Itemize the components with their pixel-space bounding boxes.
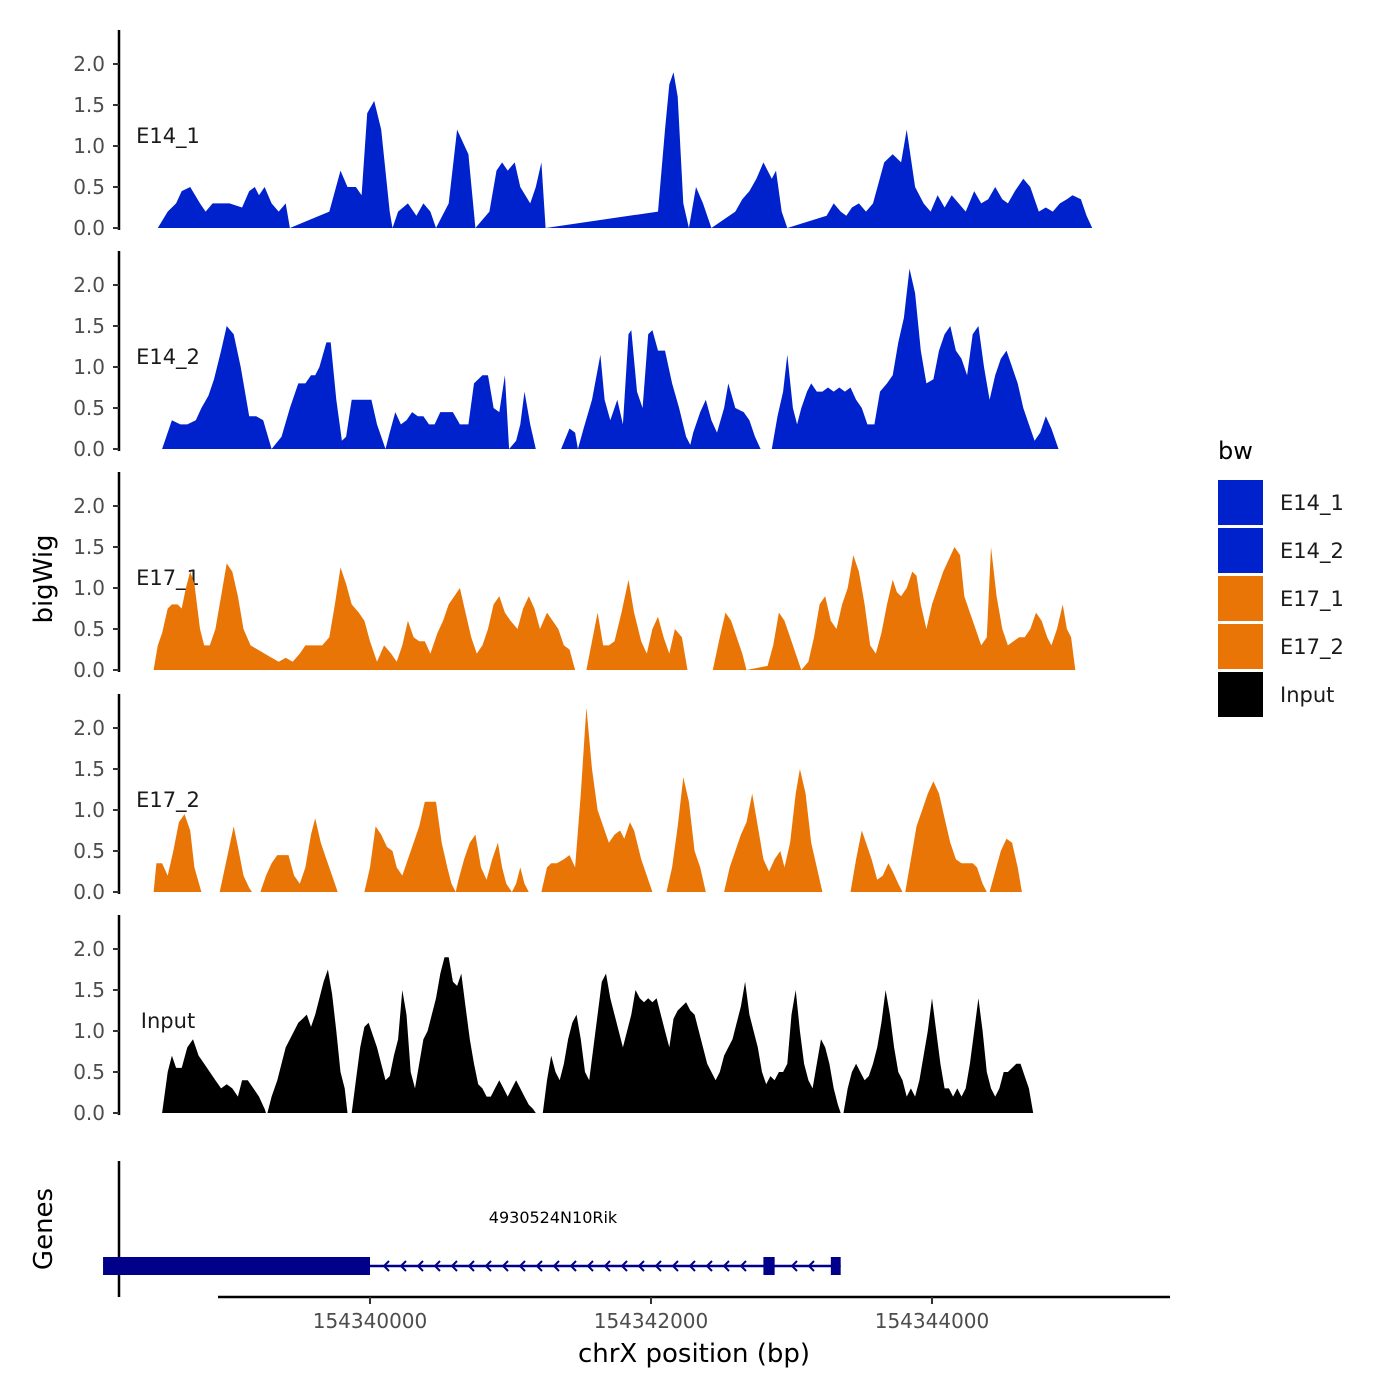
y-tick-label: 1.0 [73,134,105,158]
strand-arrow [467,1260,475,1272]
strand-arrow [739,1260,747,1272]
y-tick-label: 2.0 [73,273,105,297]
track-Input: 0.0 0.5 1.0 1.5 2.0 Input [73,915,1034,1125]
gene-exon [103,1257,371,1275]
y-tick-label: 1.5 [73,978,105,1002]
strand-arrow [654,1260,662,1272]
strand-arrow [620,1260,628,1272]
strand-arrow [416,1260,424,1272]
track-E14_2: 0.0 0.5 1.0 1.5 2.0 E14_2 [73,251,1059,461]
y-tick-label: 1.0 [73,798,105,822]
legend-label: E17_2 [1280,635,1344,660]
genes-axis-title: Genes [29,1188,59,1270]
strand-arrow [790,1260,798,1272]
legend-label: Input [1280,683,1334,707]
track-label: Input [141,1009,195,1033]
coverage-area [162,957,1034,1113]
y-tick-label: 2.0 [73,494,105,518]
strand-arrow [688,1260,696,1272]
track-label: E17_2 [136,788,200,813]
strand-arrow [535,1260,543,1272]
strand-arrow [552,1260,560,1272]
legend-entry: E17_2 [1218,624,1344,669]
strand-arrow [518,1260,526,1272]
legend-swatch [1218,528,1263,573]
y-tick-label: 0.0 [73,1101,105,1125]
legend-label: E14_2 [1280,539,1344,564]
x-axis-title: chrX position (bp) [578,1339,810,1369]
y-tick-label: 0.5 [73,839,105,863]
y-tick-label: 0.0 [73,216,105,240]
x-tick-label: 154342000 [594,1309,709,1333]
y-tick-label: 1.5 [73,93,105,117]
gene-exon [763,1257,775,1275]
gene-label: 4930524N10Rik [489,1208,618,1227]
y-tick-label: 0.0 [73,658,105,682]
coverage-area [157,72,1093,228]
track-label: E14_1 [136,124,200,149]
y-tick-label: 0.5 [73,396,105,420]
x-axis: 154340000 154342000 154344000 [218,1295,1170,1333]
y-tick-label: 1.5 [73,314,105,338]
legend-label: E14_1 [1280,491,1344,516]
y-tick-label: 1.0 [73,1019,105,1043]
track-label: E14_2 [136,345,200,370]
legend-entry: E14_1 [1218,480,1344,525]
strand-arrow [586,1260,594,1272]
legend-swatch [1218,576,1263,621]
y-tick-label: 2.0 [73,52,105,76]
legend-swatch [1218,480,1263,525]
strand-arrow [722,1260,730,1272]
strand-arrow [382,1260,390,1272]
strand-arrow [671,1260,679,1272]
y-tick-label: 2.0 [73,937,105,961]
track-E17_2: 0.0 0.5 1.0 1.5 2.0 E17_2 [73,694,1022,904]
gene-model: 4930524N10Rik [103,1208,841,1275]
legend-swatch [1218,624,1263,669]
y-tick-label: 0.0 [73,880,105,904]
strand-arrow [484,1260,492,1272]
legend-entry: E14_2 [1218,528,1344,573]
strand-arrow [399,1260,407,1272]
track-panels: 0.0 0.5 1.0 1.5 2.0 E14_1 0.0 0.5 1.0 1.5 2.0 E14_2… [73,30,1093,1125]
y-tick-label: 0.5 [73,1060,105,1084]
strand-arrow [569,1260,577,1272]
legend-entry: Input [1218,672,1334,717]
legend: bw E14_1 E14_2 E17_1 E17_2 Input [1218,437,1344,717]
coverage-area [162,268,1059,449]
x-tick-label: 154344000 [875,1309,990,1333]
x-tick-label: 154340000 [313,1309,428,1333]
gene-exon [830,1257,841,1275]
y-tick-label: 0.5 [73,617,105,641]
strand-arrow [433,1260,441,1272]
y-tick-label: 1.5 [73,757,105,781]
coverage-area [153,707,1022,892]
strand-arrow [450,1260,458,1272]
y-axis-title: bigWig [29,534,59,623]
strand-arrow [705,1260,713,1272]
coverage-area [153,547,1076,670]
genes-panel: 4930524N10Rik [103,1161,841,1297]
y-tick-label: 1.0 [73,355,105,379]
strand-arrow [603,1260,611,1272]
legend-title: bw [1218,437,1253,465]
y-tick-label: 2.0 [73,716,105,740]
legend-swatch [1218,672,1263,717]
strand-arrow [807,1260,815,1272]
track-E14_1: 0.0 0.5 1.0 1.5 2.0 E14_1 [73,30,1093,240]
strand-arrow [637,1260,645,1272]
y-tick-label: 1.5 [73,535,105,559]
legend-entry: E17_1 [1218,576,1344,621]
legend-label: E17_1 [1280,587,1344,612]
y-tick-label: 0.5 [73,175,105,199]
y-tick-label: 0.0 [73,437,105,461]
strand-arrow [501,1260,509,1272]
y-tick-label: 1.0 [73,576,105,600]
